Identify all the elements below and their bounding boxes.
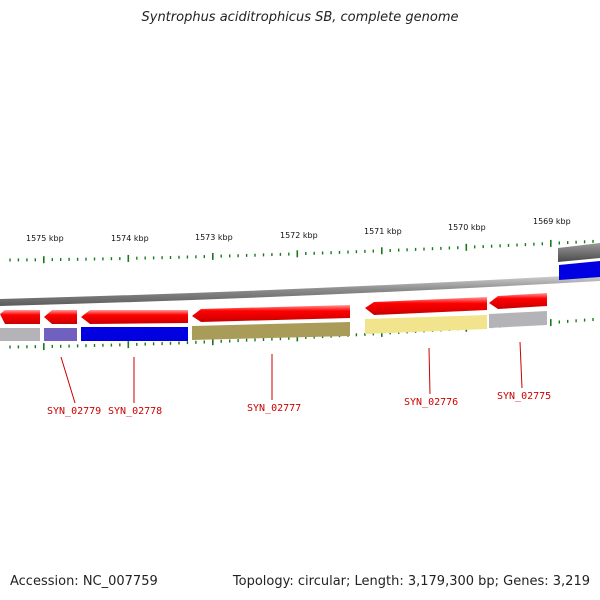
scale-label: 1572 kbp [280, 231, 318, 240]
cds-arrow [44, 310, 77, 324]
feature-block [559, 261, 600, 280]
accession-text: Accession: NC_007759 [10, 574, 158, 589]
scale-label: 1573 kbp [195, 233, 233, 242]
feature-block [0, 328, 40, 341]
label-leader [60, 356, 76, 404]
gene-label: SYN_02776 [404, 397, 458, 408]
gene-label: SYN_02779 [47, 406, 101, 417]
map-title: Syntrophus aciditrophicus SB, complete g… [141, 10, 459, 25]
gene-labels: SYN_02779 SYN_02778 SYN_02777 SYN_02776 … [47, 341, 551, 417]
feature-block [81, 327, 188, 341]
gene-features [0, 311, 547, 341]
scale-label: 1570 kbp [448, 223, 486, 232]
cds-arrows [0, 293, 547, 324]
feature-block [489, 311, 547, 328]
gene-label: SYN_02778 [108, 406, 162, 417]
genome-backbone [0, 274, 600, 306]
scale-label: 1574 kbp [111, 234, 149, 243]
cds-arrow [81, 310, 188, 324]
cds-arrow [489, 293, 547, 309]
cds-arrow [192, 305, 350, 322]
feature-block [365, 315, 487, 334]
scale-label: 1569 kbp [533, 217, 571, 226]
feature-block [558, 243, 600, 262]
scale-labels: 1575 kbp 1574 kbp 1573 kbp 1572 kbp 1571… [26, 217, 571, 243]
label-leader [519, 341, 523, 389]
cds-arrow [365, 297, 487, 315]
scale-label: 1571 kbp [364, 227, 402, 236]
label-leader [428, 347, 431, 395]
genome-summary: Topology: circular; Length: 3,179,300 bp… [232, 574, 590, 589]
scale-label: 1575 kbp [26, 234, 64, 243]
gene-label: SYN_02777 [247, 403, 301, 414]
feature-block [192, 322, 350, 340]
feature-block [44, 328, 77, 341]
gene-label: SYN_02775 [497, 391, 551, 402]
cds-arrow [0, 310, 40, 324]
